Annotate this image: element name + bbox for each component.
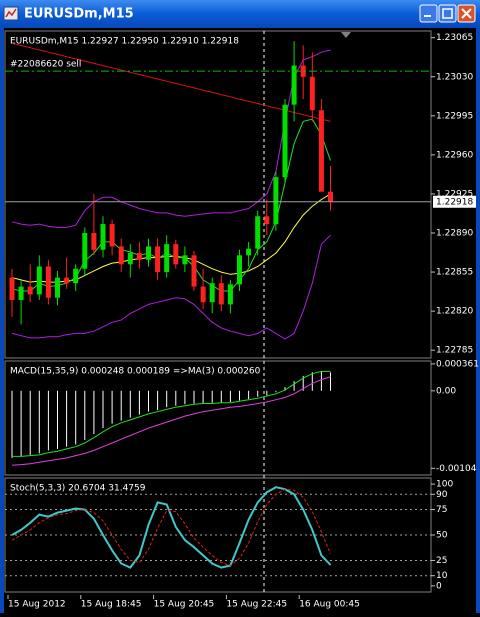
candle-body [200, 286, 206, 303]
candle-body [246, 248, 252, 256]
order-label: #22086620 sell [10, 60, 81, 70]
candle-body [318, 110, 324, 192]
indicator-line [11, 49, 331, 228]
chart-area [4, 28, 476, 613]
y-tick-label: 1.22890 [436, 229, 473, 239]
y-tick-label: -0.00104 [436, 464, 477, 474]
minimize-button[interactable] [419, 4, 438, 23]
candle-body [264, 216, 270, 225]
chart-header: EURUSDm,M15 1.22927 1.22950 1.22910 1.22… [10, 37, 239, 47]
candle-body [300, 65, 306, 77]
macd-panel [4, 360, 432, 476]
plot-layer: 1.23065 1.23030 1.22995 1.22960 1.22925 1.228… [5, 33, 479, 610]
maximize-button[interactable] [438, 4, 457, 23]
candle-body [173, 244, 179, 265]
candle-body [237, 255, 242, 285]
candle-body [73, 268, 79, 284]
candle-body [45, 266, 51, 298]
candle-body [182, 255, 188, 265]
candle-body [191, 255, 197, 287]
y-tick-label: 0 [436, 581, 442, 591]
shift-marker [341, 32, 351, 38]
candle-body [100, 224, 106, 250]
candle-body [27, 286, 33, 295]
indicator-title: MACD(15,35,9) 0.000248 0.000189 =>MA(3) … [10, 367, 261, 377]
candle-body [273, 177, 279, 225]
x-tick-label: 15 Aug 2012 [8, 600, 66, 610]
candle-body [127, 253, 133, 265]
y-tick-label: 25 [436, 556, 447, 566]
indicator-line [11, 486, 332, 569]
y-tick-label: 1.22925 [436, 189, 473, 199]
close-button[interactable] [457, 4, 476, 23]
y-tick-label: 75 [436, 505, 447, 515]
candle-body [64, 277, 70, 284]
candle-body [227, 284, 233, 305]
indicator-line [11, 376, 331, 466]
y-tick-label: 1.22820 [436, 307, 473, 317]
title-bar [0, 0, 480, 28]
candle-body [9, 277, 15, 300]
candle-body [146, 246, 151, 260]
candle-body [136, 253, 142, 260]
y-tick-label: 1.22785 [436, 346, 473, 356]
y-tick-label: 90 [436, 490, 448, 500]
y-tick-label: 50 [436, 531, 448, 541]
indicator-line [11, 42, 331, 122]
candle-body [36, 266, 42, 295]
candle-body [218, 283, 224, 305]
candle-body [255, 216, 261, 249]
main-panel [4, 30, 432, 359]
last-price-label: 1.22918 [436, 197, 473, 207]
indicator-title: Stoch(5,3,3) 20.6704 31.4759 [10, 484, 146, 494]
y-tick-label: 0.00 [436, 386, 456, 396]
candle-body [309, 76, 315, 111]
y-tick-label: 10 [436, 571, 448, 581]
x-tick-label: 15 Aug 20:45 [154, 600, 215, 610]
candle-body [164, 244, 170, 273]
y-tick-label: 0.000361 [436, 359, 479, 369]
candle-body [91, 233, 97, 250]
x-tick-label: 15 Aug 18:45 [81, 600, 142, 610]
candle-body [118, 246, 124, 265]
candle-body [282, 104, 288, 178]
x-tick-label: 15 Aug 22:45 [226, 600, 287, 610]
candle-body [328, 191, 333, 202]
y-tick-label: 1.23030 [436, 72, 473, 82]
y-tick-label: 1.22855 [436, 268, 473, 278]
candle-body [82, 233, 88, 269]
candle-body [209, 283, 215, 303]
candle-body [55, 277, 60, 298]
candle-body [18, 286, 24, 300]
x-tick-label: 16 Aug 00:45 [299, 600, 360, 610]
candle-body [109, 224, 115, 247]
window-icon-glyph [5, 8, 17, 18]
last-price-box [433, 195, 476, 208]
window-title: EURUSDm,M15 [24, 7, 134, 22]
y-tick-label: 1.22995 [436, 111, 473, 121]
y-tick-label: 100 [436, 480, 453, 490]
candle-body [155, 246, 161, 273]
y-tick-label: 1.23065 [436, 33, 473, 43]
indicator-line [12, 370, 331, 457]
indicator-line [11, 234, 331, 340]
indicator-line [11, 488, 331, 567]
y-tick-label: 1.22960 [436, 150, 473, 160]
candle-body [291, 65, 297, 105]
